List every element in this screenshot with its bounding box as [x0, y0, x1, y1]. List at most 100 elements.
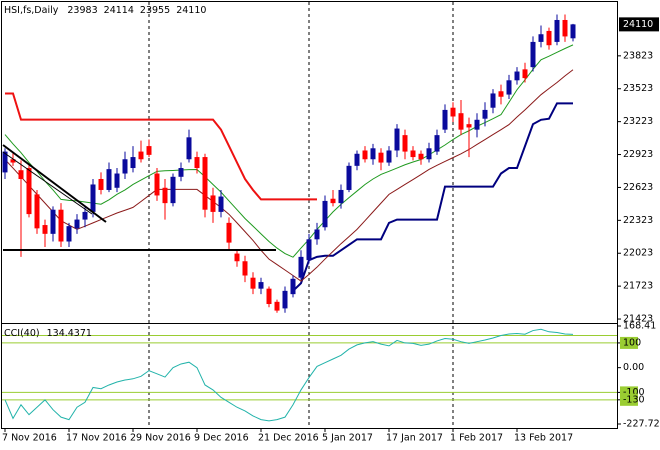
candle-body: [330, 198, 336, 204]
candle-body: [194, 157, 200, 169]
indicator-name: CCI(40): [4, 328, 40, 339]
candle-body: [122, 159, 128, 174]
candle-body: [162, 187, 168, 204]
candle-body: [474, 119, 480, 130]
candle-body: [506, 80, 512, 95]
candle-body: [114, 173, 120, 188]
y-tick-label: 22923: [623, 149, 653, 160]
candle-body: [82, 211, 88, 220]
candle-body: [258, 282, 264, 289]
candle-body: [394, 128, 400, 151]
last-high: 24114: [104, 5, 134, 16]
chart-title: HSI,fs,Daily 23983 24114 23955 24110: [4, 5, 206, 16]
candle-body: [530, 41, 536, 68]
candle-body: [282, 290, 288, 309]
candle-body: [562, 19, 568, 37]
x-tick-label: 13 Feb 2017: [514, 433, 573, 444]
candle-body: [482, 109, 488, 119]
level-label-box: [620, 393, 638, 406]
candle-body: [538, 34, 544, 42]
indicator-line: [4, 69, 574, 282]
candle-body: [522, 69, 528, 79]
candle-body: [106, 169, 112, 190]
candle-body: [210, 195, 216, 212]
x-tick-label: 17 Nov 2016: [66, 433, 127, 444]
candle-body: [314, 229, 320, 240]
candle-body: [74, 219, 80, 229]
candle-body: [170, 176, 176, 204]
candle-body: [554, 19, 560, 42]
candle-body: [290, 278, 296, 295]
y-tick-label: 22023: [623, 248, 653, 259]
x-tick-label: 21 Dec 2016: [258, 433, 319, 444]
y-tick-label: 23823: [623, 50, 653, 61]
candle-body: [250, 277, 256, 289]
candle-body: [146, 146, 152, 155]
candle-body: [154, 173, 160, 196]
x-tick-label: 1 Feb 2017: [450, 433, 503, 444]
candle-body: [34, 194, 40, 229]
candle-body: [178, 168, 184, 177]
candle-body: [570, 24, 576, 39]
candle-body: [138, 151, 144, 160]
indicator-line: [292, 102, 573, 292]
y-tick-label: 23223: [623, 116, 653, 127]
candle-body: [386, 150, 392, 163]
trend-line: [2, 151, 93, 215]
candle-body: [434, 135, 440, 152]
candle-body: [410, 150, 416, 158]
indicator-line: [5, 92, 317, 201]
x-tick-label: 5 Jan 2017: [322, 433, 373, 444]
last-low: 23955: [140, 5, 170, 16]
candle-body: [378, 152, 384, 163]
candle-body: [218, 196, 224, 212]
y-tick-label: -227.722: [623, 419, 660, 430]
candle-body: [338, 189, 344, 204]
candle-body: [466, 124, 472, 128]
candle-body: [130, 157, 136, 169]
indicator-title: CCI(40) 134.4371: [4, 328, 92, 339]
y-tick-label: 23523: [623, 83, 653, 94]
candle-body: [26, 168, 32, 215]
candle-body: [10, 159, 16, 163]
candle-body: [90, 184, 96, 212]
y-tick-label: 22323: [623, 215, 653, 226]
candle-body: [202, 157, 208, 210]
x-tick-label: 17 Jan 2017: [386, 433, 443, 444]
candle-body: [442, 109, 448, 130]
candle-body: [370, 148, 376, 160]
candle-body: [514, 71, 520, 81]
y-tick-label: -130: [623, 394, 645, 405]
last-open: 23983: [67, 5, 97, 16]
y-tick-label: 168.41: [623, 321, 656, 332]
candle-body: [98, 178, 104, 190]
indicator-line: [4, 328, 574, 422]
candle-body: [546, 30, 552, 46]
candle-body: [58, 209, 64, 242]
y-tick-label: 22623: [623, 182, 653, 193]
candle-body: [66, 226, 72, 242]
x-tick-label: 7 Nov 2016: [2, 433, 57, 444]
candle-body: [298, 256, 304, 278]
level-label-box: [620, 336, 638, 349]
candle-body: [426, 148, 432, 160]
candle-body: [266, 288, 272, 305]
last-close: 24110: [176, 5, 206, 16]
candle-body: [234, 253, 240, 262]
period-separators: [148, 2, 454, 428]
symbol: HSI,fs,Daily: [4, 5, 59, 16]
candle-body: [418, 153, 424, 160]
candle-body: [354, 153, 360, 166]
candle-body: [50, 209, 56, 234]
candle-body: [402, 135, 408, 152]
y-tick-label: 100: [623, 337, 641, 348]
candle-body: [458, 113, 464, 130]
marks: [2, 14, 617, 422]
indicator-value: 134.4371: [47, 328, 92, 339]
candle-body: [186, 137, 192, 160]
candle-body: [322, 200, 328, 228]
last-price-box: [619, 17, 659, 32]
candle-body: [2, 151, 8, 173]
